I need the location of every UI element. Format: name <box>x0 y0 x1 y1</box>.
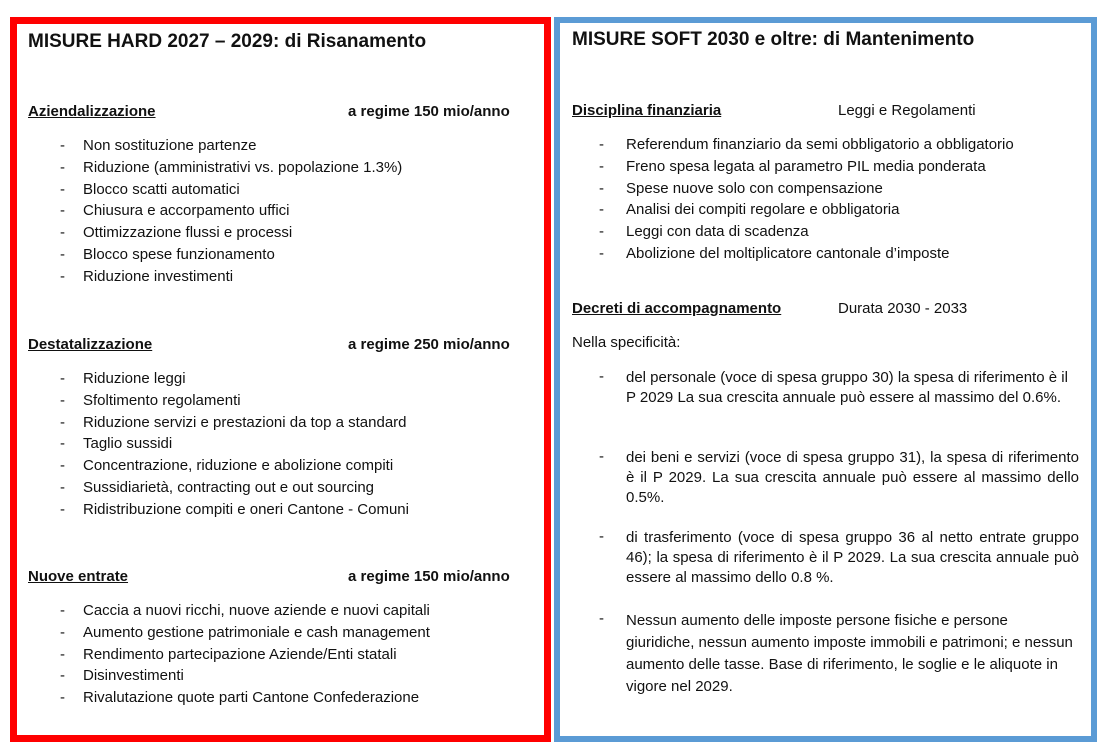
section-heading-decreti: Decreti di accompagnamento <box>572 300 782 317</box>
hard-measures-panel <box>10 17 551 742</box>
list-item: Blocco spese funzionamento <box>83 246 275 263</box>
list-item: Riduzione leggi <box>83 370 186 387</box>
bullet-dash: - <box>599 136 604 153</box>
bullet-dash: - <box>60 500 65 518</box>
list-item: Riduzione investimenti <box>83 267 234 285</box>
bullet-dash: - <box>60 180 65 198</box>
bullet-dash: - <box>60 370 65 387</box>
soft-title: MISURE SOFT 2030 e oltre: di Manteniment… <box>572 29 975 50</box>
list-item: Abolizione del moltiplicatore cantonale … <box>626 245 950 262</box>
section-note: Durata 2030 - 2033 <box>838 300 968 317</box>
list-item: Rendimento partecipazione Aziende/Enti s… <box>83 645 397 663</box>
bullet-dash: - <box>599 448 604 465</box>
section-note: Leggi e Regolamenti <box>838 102 976 119</box>
section-amount: a regime 150 mio/anno <box>348 103 510 120</box>
section-amount: a regime 150 mio/anno <box>348 568 510 585</box>
list-item: Concentrazione, riduzione e abolizione c… <box>83 457 394 475</box>
bullet-dash: - <box>60 667 65 685</box>
list-item: Caccia a nuovi ricchi, nuove aziende e n… <box>83 602 430 619</box>
bullet-dash: - <box>599 223 604 241</box>
list-item: Ridistribuzione compiti e oneri Cantone … <box>83 500 409 518</box>
list-item: Taglio sussidi <box>83 435 173 453</box>
list-item: Spese nuove solo con compensazione <box>626 179 883 197</box>
bullet-dash: - <box>60 623 65 641</box>
bullet-dash: - <box>599 610 604 627</box>
list-item: dei beni e servizi (voce di spesa gruppo… <box>626 449 1079 506</box>
list-item: Ottimizzazione flussi e processi <box>83 224 293 242</box>
bullet-dash: - <box>60 158 65 176</box>
section-amount: a regime 250 mio/anno <box>348 336 510 353</box>
bullet-dash: - <box>60 457 65 475</box>
bullet-dash: - <box>60 689 65 707</box>
bullet-dash: - <box>60 645 65 663</box>
list-item: Non sostituzione partenze <box>83 137 257 154</box>
list-item: Freno spesa legata al parametro PIL medi… <box>626 157 986 175</box>
list-item: di trasferimento (voce di spesa gruppo 3… <box>626 529 1079 586</box>
hard-title: MISURE HARD 2027 – 2029: di Risanamento <box>28 31 427 52</box>
bullet-dash: - <box>60 202 65 220</box>
list-item: Sussidiarietà, contracting out e out sou… <box>83 479 374 496</box>
bullet-dash: - <box>599 201 604 219</box>
list-item: Rivalutazione quote parti Cantone Confed… <box>83 689 420 707</box>
bullet-dash: - <box>60 246 65 263</box>
bullet-dash: - <box>60 137 65 154</box>
list-item: Referendum finanziario da semi obbligato… <box>626 136 1014 153</box>
bullet-dash: - <box>599 157 604 175</box>
bullet-dash: - <box>60 602 65 619</box>
list-item: Leggi con data di scadenza <box>626 223 809 241</box>
section-heading-disciplina: Disciplina finanziaria <box>572 102 722 119</box>
list-item: del personale (voce di spesa gruppo 30) … <box>626 369 1068 406</box>
list-item: Riduzione servizi e prestazioni da top a… <box>83 413 407 431</box>
section-heading-nuove-entrate: Nuove entrate <box>28 568 129 585</box>
list-item: Sfoltimento regolamenti <box>83 391 241 409</box>
bullet-dash: - <box>60 224 65 242</box>
bullet-dash: - <box>60 267 65 285</box>
section-heading-destatalizzazione: Destatalizzazione <box>28 336 153 353</box>
list-item: Riduzione (amministrativi vs. popolazion… <box>83 158 403 176</box>
list-item: Disinvestimenti <box>83 667 184 685</box>
list-item: Blocco scatti automatici <box>83 180 240 198</box>
list-item: Analisi dei compiti regolare e obbligato… <box>626 201 900 219</box>
bullet-dash: - <box>60 479 65 496</box>
list-item: Aumento gestione patrimoniale e cash man… <box>83 623 430 641</box>
bullet-dash: - <box>60 435 65 453</box>
bullet-dash: - <box>599 245 604 262</box>
bullet-dash: - <box>60 391 65 409</box>
bullet-dash: - <box>60 413 65 431</box>
list-item: Chiusura e accorpamento uffici <box>83 202 290 220</box>
list-item: Nessun aumento delle imposte persone fis… <box>626 612 1073 695</box>
bullet-dash: - <box>599 179 604 197</box>
bullet-dash: - <box>599 368 604 385</box>
bullet-dash: - <box>599 528 604 545</box>
section-heading-aziendalizzazione: Aziendalizzazione <box>28 103 156 120</box>
decrees-intro: Nella specificità: <box>572 334 681 351</box>
soft-measures-panel <box>554 17 1097 742</box>
